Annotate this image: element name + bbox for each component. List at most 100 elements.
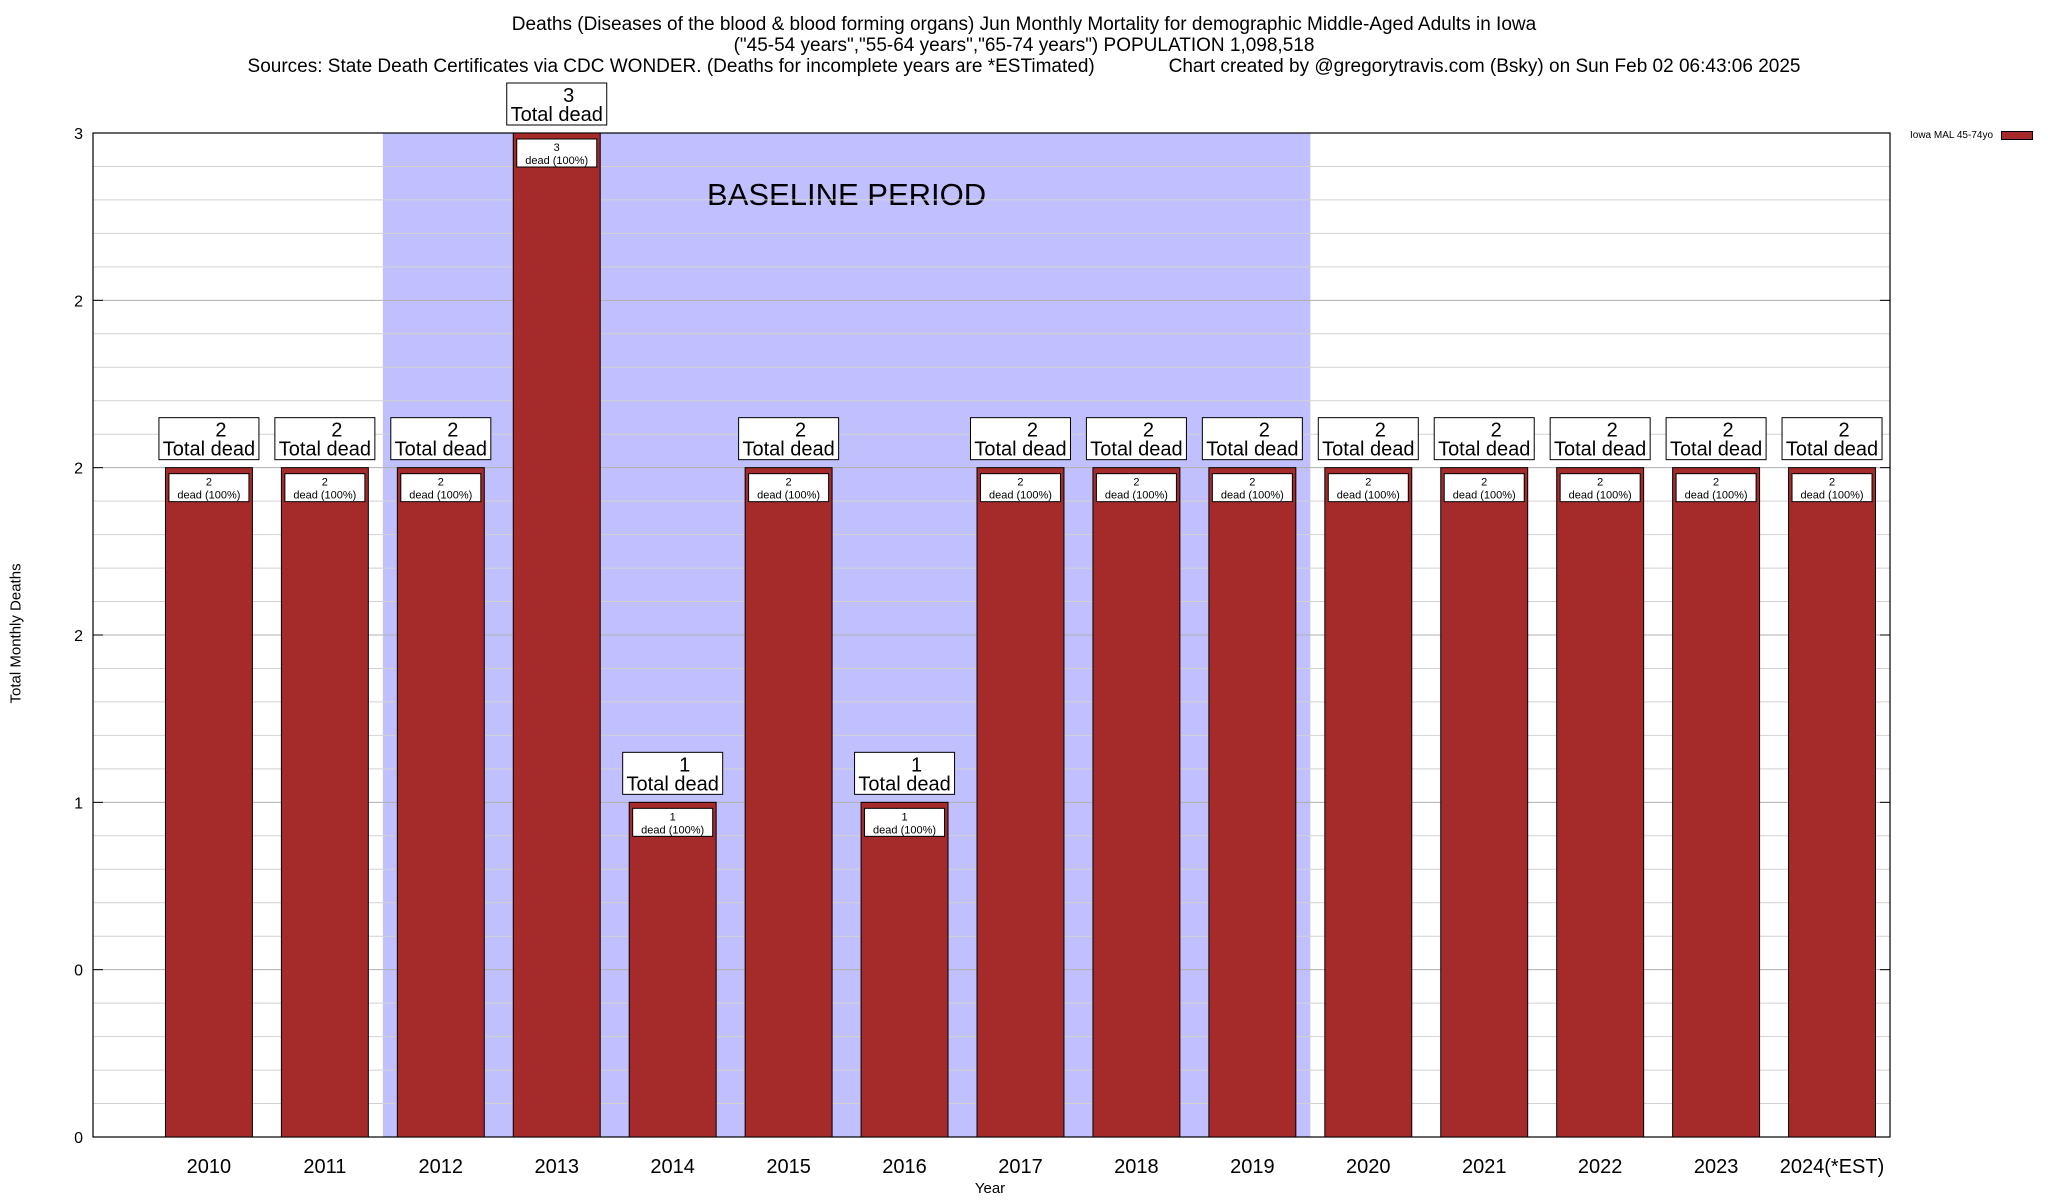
- bar-inner-value: 2: [1133, 477, 1139, 489]
- bar-inner-label: dead (100%): [525, 155, 588, 167]
- bar-inner-value: 2: [1829, 477, 1835, 489]
- chart-source-credit: Sources: State Death Certificates via CD…: [247, 56, 1801, 77]
- bar-inner-label-box: [1675, 473, 1757, 503]
- bar-top-value: 2: [1375, 420, 1386, 442]
- bar: [1788, 467, 1877, 1138]
- bar-top-label: Total dead: [163, 439, 255, 461]
- bar-top-label-box: [274, 417, 376, 461]
- x-tick-label: 2023: [1694, 1156, 1739, 1178]
- bar: [396, 467, 485, 1138]
- chart-title: Deaths (Diseases of the blood & blood fo…: [511, 14, 1537, 35]
- x-tick-label: 2018: [1114, 1156, 1159, 1178]
- bar-inner-value: 1: [670, 811, 676, 823]
- bar-inner-value: 2: [1249, 477, 1255, 489]
- bar-top-label: Total dead: [974, 439, 1066, 461]
- bar-top-label: Total dead: [1438, 439, 1530, 461]
- bar-inner-label: dead (100%): [177, 490, 240, 502]
- y-tick-label: 3: [74, 126, 83, 143]
- bar-inner-value: 2: [322, 477, 328, 489]
- legend-series-name: Iowa MAL 45-74yo: [1910, 130, 1994, 141]
- bar-top-label-box: [969, 417, 1071, 461]
- bar-top-label: Total dead: [1554, 439, 1646, 461]
- bar-inner-label: dead (100%): [1221, 490, 1284, 502]
- bar-top-value: 2: [1491, 420, 1502, 442]
- bar-inner-label-box: [1327, 473, 1409, 503]
- bar-top-value: 2: [1723, 420, 1734, 442]
- bar-top-label-box: [1665, 417, 1767, 461]
- bar: [744, 467, 833, 1138]
- bar-inner-label: dead (100%): [641, 824, 704, 836]
- y-tick-label: 2: [74, 628, 83, 645]
- bar-inner-label: dead (100%): [757, 490, 820, 502]
- x-tick-label: 2015: [766, 1156, 811, 1178]
- bar-inner-label-box: [1095, 473, 1177, 503]
- x-tick-label: 2010: [187, 1156, 232, 1178]
- legend-swatch: [2001, 130, 2034, 140]
- bar-top-label-box: [622, 751, 724, 795]
- bar-inner-label-box: [1791, 473, 1873, 503]
- bar: [1556, 467, 1645, 1138]
- bar-inner-value: 2: [206, 477, 212, 489]
- bar-top-label-box: [1549, 417, 1651, 461]
- bar: [1208, 467, 1297, 1138]
- bar-top-value: 2: [215, 420, 226, 442]
- bar-top-value: 1: [679, 754, 690, 776]
- bar-inner-label: dead (100%): [409, 490, 472, 502]
- bar-top-value: 2: [1143, 420, 1154, 442]
- bar-inner-label-box: [632, 807, 714, 837]
- bar: [164, 467, 253, 1138]
- bar: [1440, 467, 1529, 1138]
- bar-inner-value: 2: [1597, 477, 1603, 489]
- x-tick-label: 2019: [1230, 1156, 1275, 1178]
- x-tick-label: 2012: [419, 1156, 464, 1178]
- bar-top-label: Total dead: [511, 104, 603, 126]
- bar-top-label-box: [1781, 417, 1883, 461]
- bar: [1324, 467, 1413, 1138]
- bar-inner-value: 2: [1481, 477, 1487, 489]
- bar-top-label-box: [1085, 417, 1187, 461]
- x-tick-label: 2017: [998, 1156, 1043, 1178]
- y-tick-label: 0: [74, 963, 83, 980]
- bar-inner-value: 3: [554, 142, 560, 154]
- bar: [628, 801, 717, 1138]
- bar: [512, 132, 601, 1138]
- bar-top-label-box: [1201, 417, 1303, 461]
- bar-top-label-box: [1317, 417, 1419, 461]
- y-tick-label: 2: [74, 461, 83, 478]
- bar-top-value: 2: [331, 420, 342, 442]
- bar-top-label: Total dead: [1090, 439, 1182, 461]
- bar-top-label-box: [854, 751, 956, 795]
- bar-top-value: 3: [563, 85, 574, 107]
- bar-inner-label: dead (100%): [1453, 490, 1516, 502]
- bar-top-label: Total dead: [1206, 439, 1298, 461]
- x-tick-label: 2011: [303, 1156, 346, 1178]
- x-tick-label: 2022: [1578, 1156, 1623, 1178]
- bar-top-value: 2: [1838, 420, 1849, 442]
- bar: [1672, 467, 1761, 1138]
- bar-top-label: Total dead: [1786, 439, 1878, 461]
- x-tick-label: 2024(*EST): [1780, 1156, 1885, 1178]
- bar-top-value: 2: [795, 420, 806, 442]
- bar-top-label: Total dead: [1322, 439, 1414, 461]
- bar-inner-value: 2: [786, 477, 792, 489]
- bar-inner-label-box: [516, 138, 598, 168]
- bar-top-value: 2: [1259, 420, 1270, 442]
- bar-inner-label-box: [864, 807, 946, 837]
- bar: [976, 467, 1065, 1138]
- bar-inner-label-box: [284, 473, 366, 503]
- bar-top-label: Total dead: [858, 773, 950, 795]
- bar-inner-label-box: [1559, 473, 1641, 503]
- x-tick-label: 2014: [650, 1156, 695, 1178]
- bar-top-label-box: [1433, 417, 1535, 461]
- baseline-label: BASELINE PERIOD: [707, 177, 986, 212]
- bar-top-label: Total dead: [1670, 439, 1762, 461]
- bar-inner-value: 2: [1365, 477, 1371, 489]
- bar-inner-value: 1: [901, 811, 907, 823]
- bar-top-label: Total dead: [279, 439, 371, 461]
- x-tick-label: 2021: [1462, 1156, 1507, 1178]
- bar: [1092, 467, 1181, 1138]
- bar-top-label: Total dead: [742, 439, 834, 461]
- y-tick-label: 1: [74, 795, 83, 812]
- bar: [860, 801, 949, 1138]
